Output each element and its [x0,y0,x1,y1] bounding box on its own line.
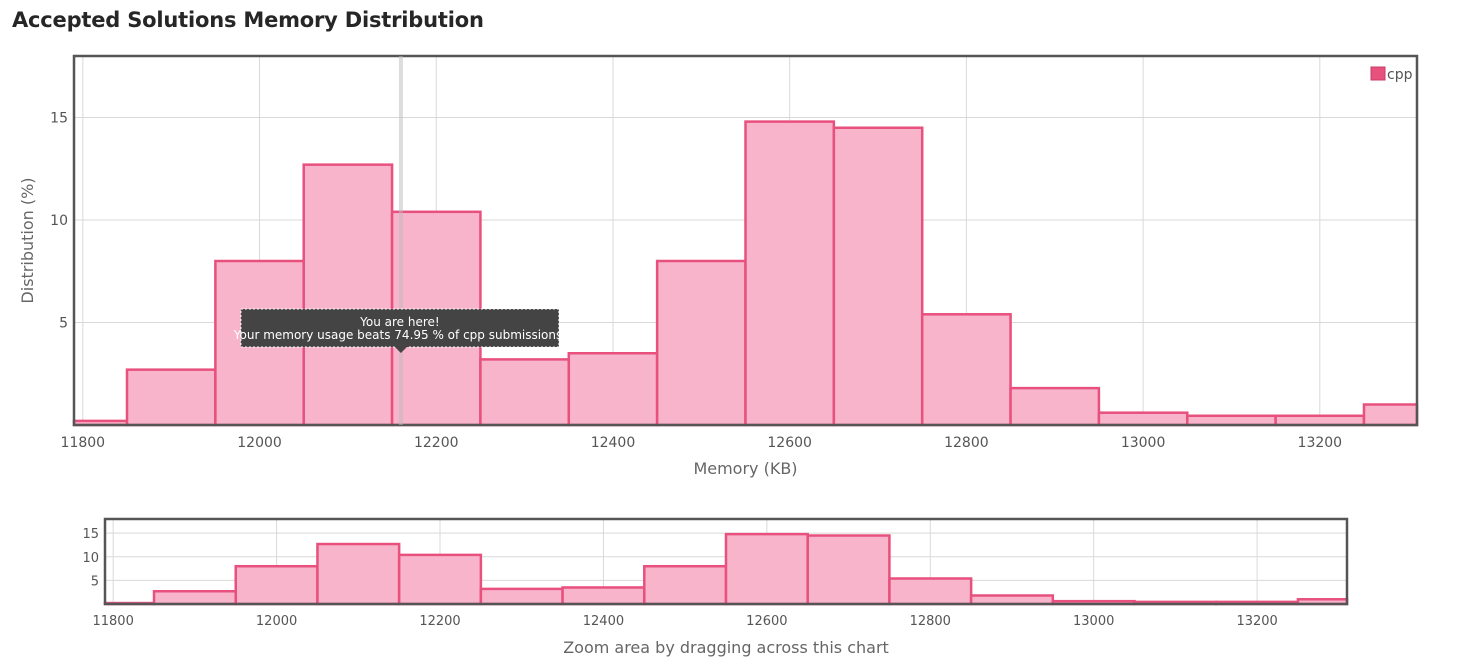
main-x-tick-label: 12600 [767,435,812,451]
main-bar-2[interactable] [125,368,217,427]
main-histogram-chart[interactable]: 11800 12000 12200 12400 12600 12800 13000 13200… [0,0,1469,490]
nav-bar-11[interactable] [888,577,973,606]
nav-bar-2[interactable] [152,590,237,606]
main-x-tick-label: 12200 [414,435,459,451]
page-title: Accepted Solutions Memory Distribution [12,8,484,32]
main-x-tick-label: 12800 [944,435,989,451]
nav-y-tick-label: 10 [82,551,99,566]
legend-label-cpp: cpp [1387,67,1413,83]
main-x-tick-label: 13000 [1121,435,1166,451]
nav-x-axis-label: Zoom area by dragging across this chart [563,638,889,657]
nav-y-tick-label: 15 [82,527,99,542]
nav-x-tick-label: 13000 [1073,614,1114,629]
tooltip-message: Your memory usage beats 74.95 % of cpp s… [233,328,566,342]
main-y-axis-label: Distribution (%) [18,177,37,303]
nav-bar-9[interactable] [724,532,809,606]
nav-x-tick-label: 12800 [910,614,951,629]
nav-y-tick-label: 5 [91,574,99,589]
main-bar-4[interactable] [302,163,394,427]
nav-bar-6[interactable] [479,587,564,606]
nav-bar-4[interactable] [316,542,401,606]
nav-x-tick-label: 13200 [1236,614,1277,629]
main-bar-10[interactable] [832,126,924,427]
main-plot-frame [72,54,1419,427]
nav-bar-3[interactable] [234,564,319,606]
nav-x-tick-label: 12200 [419,614,460,629]
main-x-tick-label: 13200 [1298,435,1343,451]
main-x-axis-label: Memory (KB) [693,459,797,478]
nav-x-tick-label: 12000 [256,614,297,629]
nav-bar-10[interactable] [806,534,891,606]
tooltip-box [240,308,560,348]
nav-bar-8[interactable] [643,564,728,606]
nav-x-tick-label: 12400 [583,614,624,629]
main-x-tick-label: 12000 [237,435,282,451]
nav-bar-12[interactable] [969,594,1055,606]
main-y-tick-label: 5 [59,316,68,332]
main-bar-11[interactable] [920,313,1012,427]
tooltip-title: You are here! [359,315,440,329]
nav-bar-7[interactable] [561,586,646,606]
main-x-tick-label: 12400 [591,435,636,451]
tooltip-pointer [393,346,408,353]
main-y-tick-label: 10 [50,213,68,229]
legend-swatch-cpp [1370,66,1386,81]
nav-plot-frame [103,517,1349,606]
nav-bar-5[interactable] [397,553,483,606]
main-x-tick-label: 11800 [61,435,106,451]
nav-x-tick-label: 12600 [746,614,787,629]
main-y-tick-label: 15 [50,111,68,127]
nav-x-tick-label: 11800 [92,614,133,629]
